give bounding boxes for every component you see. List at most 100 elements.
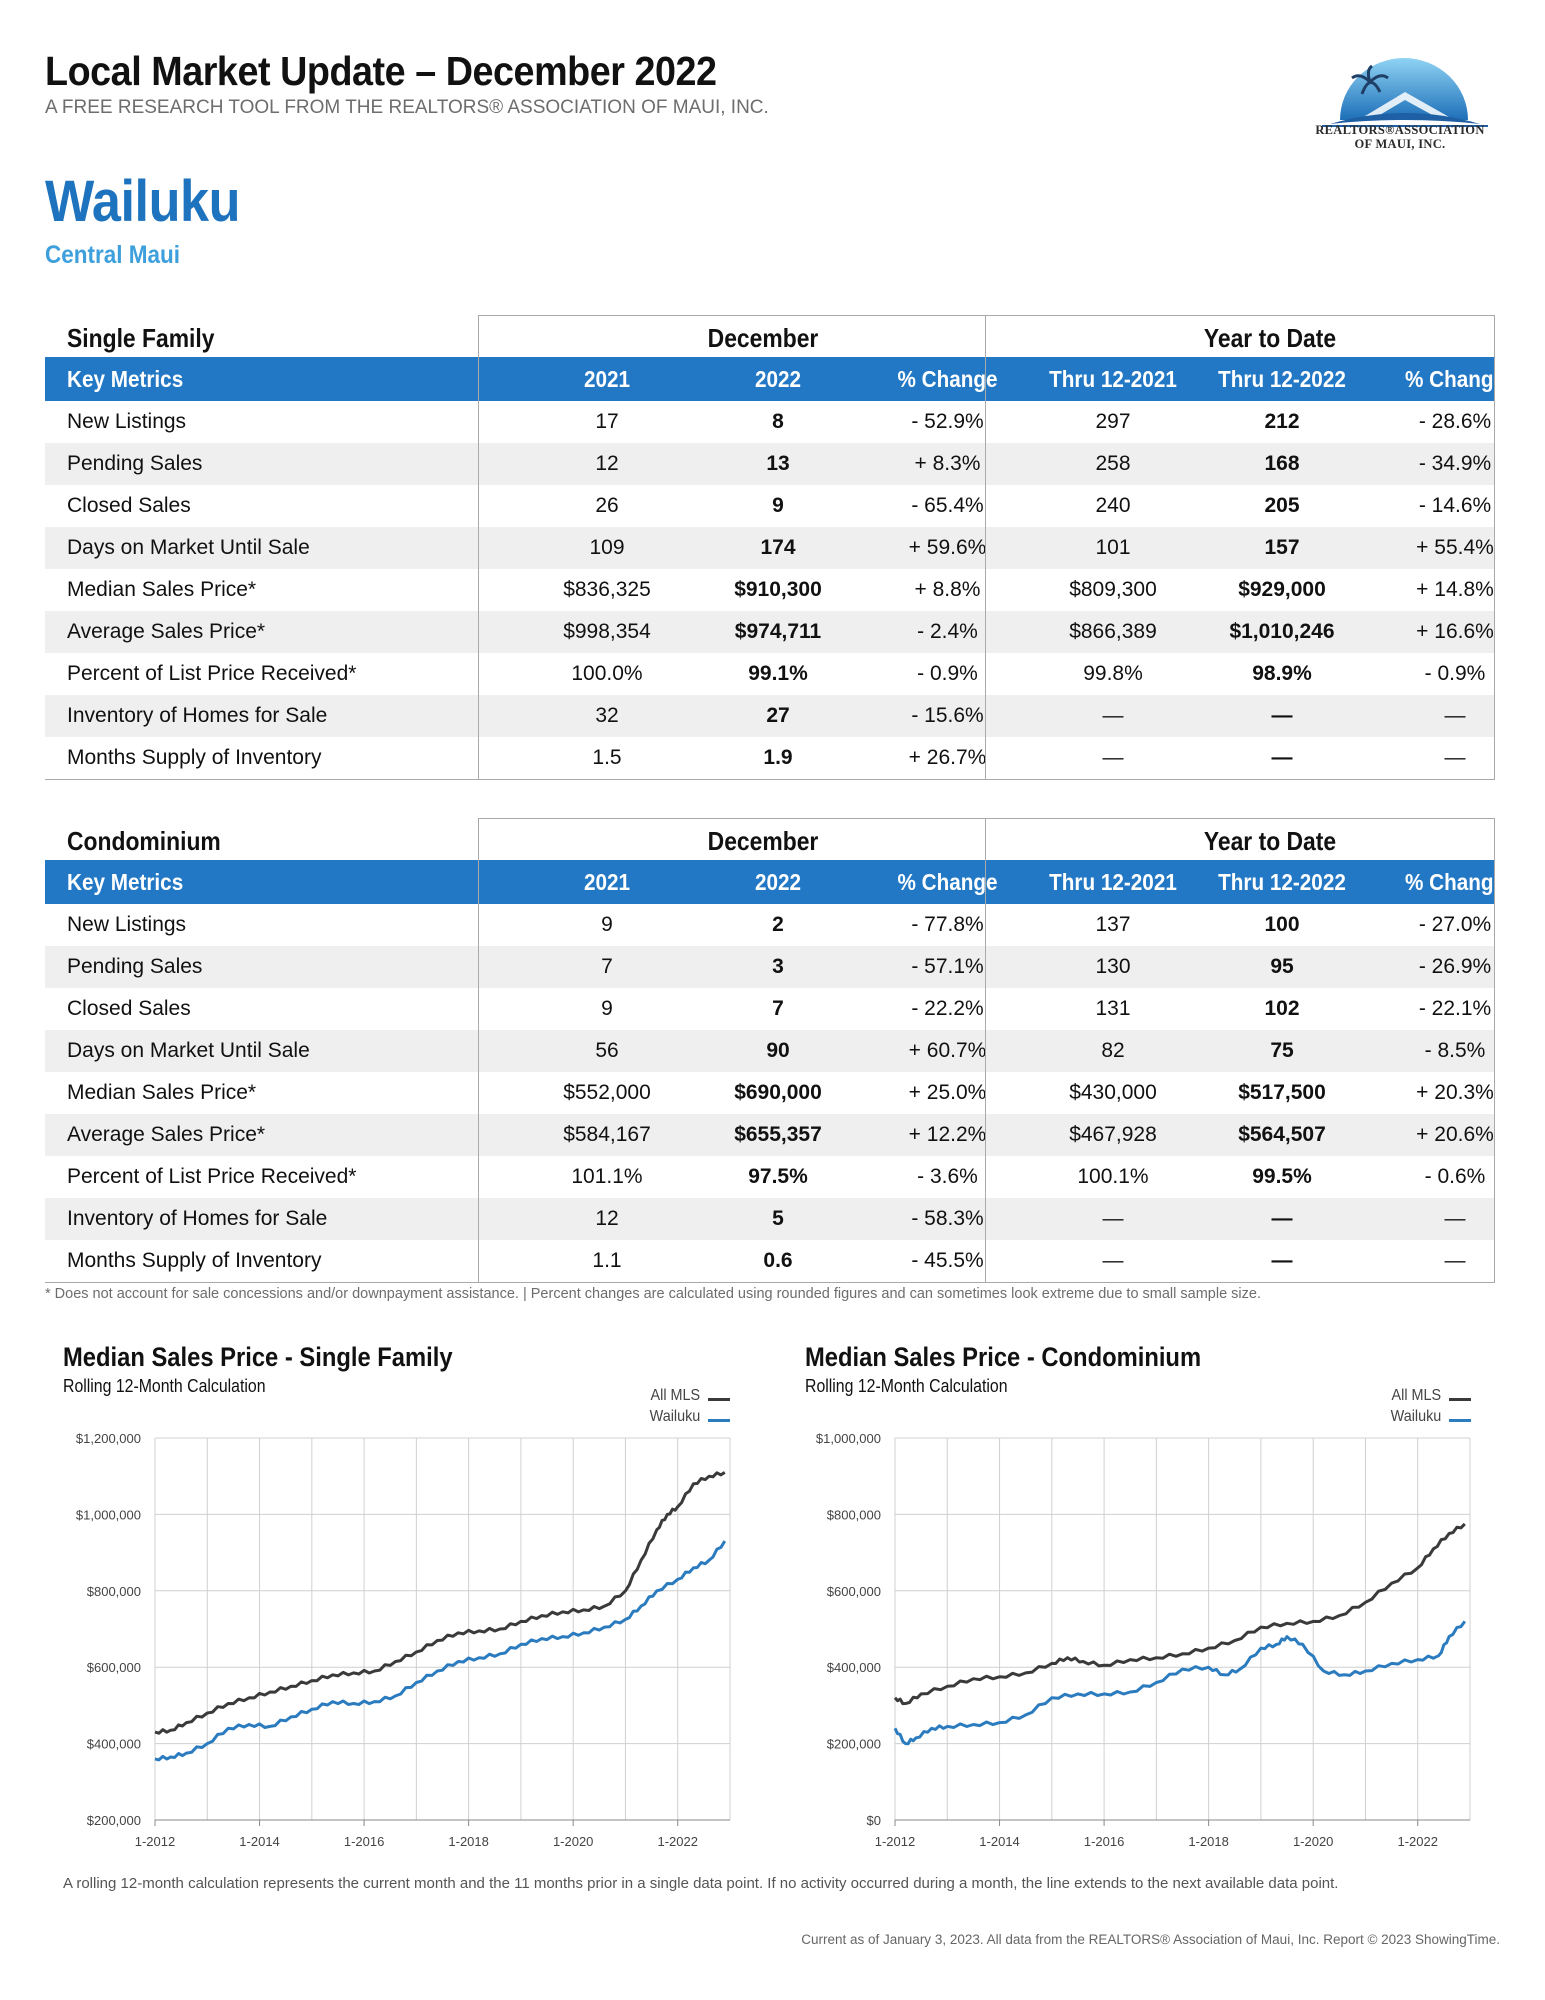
value-pct-change: - 2.4%: [917, 620, 978, 643]
metric-label: New Listings: [67, 913, 187, 936]
metric-label: Months Supply of Inventory: [67, 1249, 322, 1272]
legend-swatch-wailuku-condo: [1449, 1419, 1471, 1422]
value-thru-2022: —: [1271, 704, 1293, 727]
metric-label: Closed Sales: [67, 997, 191, 1020]
value-thru-2021: —: [1102, 704, 1124, 727]
x-tick-label: 1-2016: [344, 1834, 384, 1849]
column-header-2022: 2022: [754, 869, 802, 895]
value-2022: $655,357: [734, 1123, 822, 1146]
value-pct-change: - 52.9%: [911, 410, 984, 433]
metric-label: Days on Market Until Sale: [67, 1039, 310, 1062]
y-tick-label: $600,000: [87, 1660, 141, 1675]
value-2022: 97.5%: [748, 1165, 808, 1188]
value-pct-change: - 45.5%: [911, 1249, 984, 1272]
column-header-key-metrics: Key Metrics: [67, 366, 184, 392]
value-ytd-pct-change: —: [1444, 704, 1466, 727]
single-family-chart: $200,000 $400,000 $600,000 $800,000 $1,000,0…: [76, 1431, 731, 1849]
group-header-december: December: [707, 826, 819, 856]
column-header-key-metrics: Key Metrics: [67, 869, 184, 895]
value-2021: 56: [595, 1039, 619, 1062]
value-thru-2021: $467,928: [1069, 1123, 1157, 1146]
value-ytd-pct-change: - 0.6%: [1424, 1165, 1486, 1188]
table-row: Inventory of Homes for Sale 12 5 - 58.3% — — —: [45, 1198, 1495, 1240]
value-thru-2022: —: [1271, 746, 1293, 769]
value-thru-2021: —: [1102, 1207, 1124, 1230]
area-region: Central Maui: [45, 241, 181, 269]
divider: [985, 818, 986, 1282]
value-pct-change: - 58.3%: [911, 1207, 984, 1230]
column-header-thru-2021: Thru 12-2021: [1049, 869, 1177, 895]
value-2021: 101.1%: [571, 1165, 643, 1188]
table-row: Months Supply of Inventory 1.5 1.9 + 26.7% —…: [45, 737, 1495, 779]
value-2021: 17: [595, 410, 619, 433]
series-line-wailuku: [154, 1540, 727, 1762]
x-tick-label: 1-2018: [448, 1834, 488, 1849]
value-2021: 26: [595, 494, 619, 517]
value-2021: $552,000: [563, 1081, 651, 1104]
value-thru-2021: $866,389: [1069, 620, 1157, 643]
table-row: Average Sales Price* $998,354 $974,711 - 2.…: [45, 611, 1495, 653]
table-row: Inventory of Homes for Sale 32 27 - 15.6% — —…: [45, 695, 1495, 737]
value-2022: 8: [772, 410, 784, 433]
value-ytd-pct-change: - 26.9%: [1418, 955, 1492, 978]
table-row: New Listings 17 8 - 52.9% 297 212 - 28.6%: [45, 401, 1495, 443]
area-name: Wailuku: [45, 169, 241, 234]
value-2022: 90: [766, 1039, 790, 1062]
table-row: Average Sales Price* $584,167 $655,357 + 12…: [45, 1114, 1495, 1156]
value-thru-2022: 98.9%: [1252, 662, 1312, 685]
value-pct-change: + 25.0%: [908, 1081, 987, 1104]
column-header-thru-2021: Thru 12-2021: [1049, 366, 1177, 392]
x-tick-label: 1-2020: [553, 1834, 593, 1849]
value-pct-change: - 57.1%: [911, 955, 984, 978]
table-row: Pending Sales 12 13 + 8.3% 258 168 - 34.9%: [45, 443, 1495, 485]
metric-label: Pending Sales: [67, 452, 203, 475]
table-row: Median Sales Price* $552,000 $690,000 + 25.…: [45, 1072, 1495, 1114]
legend-all-mls-condo: All MLS: [1391, 1387, 1441, 1404]
section-title: Condominium: [67, 826, 221, 856]
y-tick-label: $800,000: [827, 1507, 881, 1522]
table-row: Percent of List Price Received* 101.1% 97.…: [45, 1156, 1495, 1198]
metric-label: New Listings: [67, 410, 187, 433]
value-2022: 5: [772, 1207, 784, 1230]
chart-title-condominium: Median Sales Price - Condominium: [805, 1342, 1202, 1372]
value-2021: 1.5: [592, 746, 622, 769]
logo-line-1: REALTORS®ASSOCIATION: [1315, 123, 1485, 137]
legend-swatch-all-mls-condo: [1449, 1398, 1471, 1401]
value-pct-change: + 59.6%: [908, 536, 987, 559]
value-2021: $998,354: [563, 620, 651, 643]
value-2022: 7: [772, 997, 784, 1020]
value-thru-2021: 297: [1095, 410, 1131, 433]
value-2021: 9: [601, 913, 613, 936]
value-ytd-pct-change: + 20.3%: [1416, 1081, 1494, 1104]
table-row: Pending Sales 7 3 - 57.1% 130 95 - 26.9%: [45, 946, 1495, 988]
column-header-ytd-pct-change: % Change: [1404, 366, 1506, 392]
divider: [1494, 315, 1495, 779]
group-header-december: December: [707, 323, 819, 353]
value-thru-2022: 100: [1264, 913, 1300, 936]
value-thru-2021: —: [1102, 746, 1124, 769]
table-row: Percent of List Price Received* 100.0% 99.…: [45, 653, 1495, 695]
value-ytd-pct-change: - 22.1%: [1418, 997, 1492, 1020]
value-thru-2021: 82: [1101, 1039, 1125, 1062]
value-ytd-pct-change: - 28.6%: [1418, 410, 1492, 433]
column-header-ytd-pct-change: % Change: [1404, 869, 1506, 895]
value-thru-2022: $929,000: [1238, 578, 1326, 601]
copyright-note: Current as of January 3, 2023. All data …: [801, 1932, 1500, 1947]
value-2021: 100.0%: [571, 662, 643, 685]
x-tick-label: 1-2020: [1293, 1834, 1333, 1849]
value-ytd-pct-change: - 0.9%: [1424, 662, 1486, 685]
value-ytd-pct-change: + 16.6%: [1416, 620, 1494, 643]
value-2022: $974,711: [734, 620, 822, 643]
table-row: Closed Sales 26 9 - 65.4% 240 205 - 14.6%: [45, 485, 1495, 527]
x-tick-label: 1-2014: [239, 1834, 279, 1849]
metric-label: Closed Sales: [67, 494, 191, 517]
table-row: Days on Market Until Sale 56 90 + 60.7% 82 75…: [45, 1030, 1495, 1072]
value-2022: 27: [766, 704, 790, 727]
value-2021: 9: [601, 997, 613, 1020]
x-tick-label: 1-2022: [1397, 1834, 1437, 1849]
value-thru-2021: 99.8%: [1083, 662, 1143, 685]
divider: [985, 315, 986, 779]
value-pct-change: - 65.4%: [911, 494, 984, 517]
value-pct-change: - 3.6%: [917, 1165, 978, 1188]
value-thru-2022: $1,010,246: [1229, 620, 1335, 643]
